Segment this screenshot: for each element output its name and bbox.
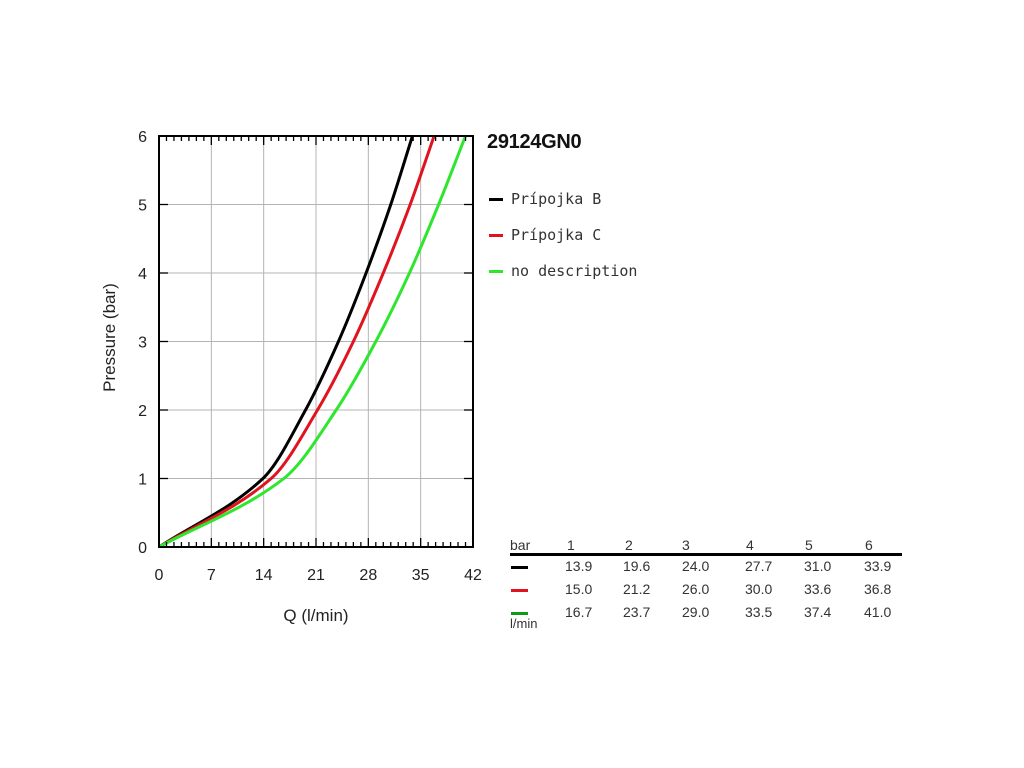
row-swatch <box>511 612 528 615</box>
legend-swatch <box>489 197 503 201</box>
x-tick-label: 35 <box>412 567 430 584</box>
flow-table: bar 1 2 3 4 5 6 13.9 19.6 24.0 27.7 31.0… <box>510 536 902 631</box>
table-cell: 33.5 <box>745 604 773 620</box>
x-tick-label: 42 <box>464 567 482 584</box>
chart-ticks <box>158 135 474 548</box>
table-row: 15.0 21.2 26.0 30.0 33.6 36.8 <box>510 579 902 602</box>
legend-item: Prípojka C <box>489 217 637 253</box>
legend-label: Prípojka B <box>511 190 602 208</box>
row-swatch <box>511 589 528 592</box>
table-unit-lmin: l/min <box>510 616 538 631</box>
legend-label: no description <box>511 262 638 280</box>
x-tick-label: 14 <box>255 567 273 584</box>
chart-tick-labels: 0 7 14 21 28 35 42 0 1 2 3 4 5 6 <box>138 129 482 584</box>
x-axis-label: Q (l/min) <box>283 606 348 625</box>
table-cell: 31.0 <box>804 558 832 574</box>
x-tick-label: 7 <box>207 567 216 584</box>
y-axis-label: Pressure (bar) <box>100 283 119 392</box>
table-row: 16.7 23.7 29.0 33.5 37.4 41.0 <box>510 602 902 625</box>
table-cell: 13.9 <box>565 558 593 574</box>
table-cell: 21.2 <box>623 581 651 597</box>
y-tick-label: 3 <box>138 335 147 352</box>
row-swatch <box>511 566 528 569</box>
table-cell: 24.0 <box>682 558 710 574</box>
table-cell: 16.7 <box>565 604 593 620</box>
table-unit-bar: bar <box>510 537 531 553</box>
table-cell: 37.4 <box>804 604 832 620</box>
series-line <box>159 136 436 547</box>
legend-swatch <box>489 233 503 237</box>
x-tick-label: 0 <box>155 567 164 584</box>
legend-swatch <box>489 269 503 273</box>
table-column-header: 5 <box>805 537 813 553</box>
y-tick-label: 2 <box>138 403 147 420</box>
y-tick-label: 6 <box>138 129 147 146</box>
chart-curves <box>159 136 467 547</box>
chart-grid <box>159 136 473 547</box>
table-cell: 27.7 <box>745 558 773 574</box>
series-line <box>159 136 467 547</box>
series-line <box>159 136 414 547</box>
legend-item: no description <box>489 253 637 289</box>
table-cell: 33.6 <box>804 581 832 597</box>
y-tick-label: 4 <box>138 266 147 283</box>
legend-label: Prípojka C <box>511 226 602 244</box>
legend-item: Prípojka B <box>489 181 637 217</box>
table-column-header: 1 <box>567 537 575 553</box>
x-tick-label: 28 <box>359 567 377 584</box>
table-cell: 41.0 <box>864 604 892 620</box>
y-tick-label: 0 <box>138 540 147 557</box>
table-cell: 30.0 <box>745 581 773 597</box>
legend: Prípojka B Prípojka C no description <box>489 181 637 289</box>
chart-title: 29124GN0 <box>487 131 582 153</box>
table-column-header: 6 <box>865 537 873 553</box>
table-column-header: 3 <box>682 537 690 553</box>
x-tick-label: 21 <box>307 567 325 584</box>
table-cell: 29.0 <box>682 604 710 620</box>
y-tick-label: 1 <box>138 472 147 489</box>
table-cell: 15.0 <box>565 581 593 597</box>
table-cell: 19.6 <box>623 558 651 574</box>
table-column-header: 2 <box>625 537 633 553</box>
table-header: bar 1 2 3 4 5 6 <box>510 536 902 556</box>
table-column-header: 4 <box>746 537 754 553</box>
table-cell: 26.0 <box>682 581 710 597</box>
table-cell: 36.8 <box>864 581 892 597</box>
table-row: 13.9 19.6 24.0 27.7 31.0 33.9 <box>510 556 902 579</box>
table-cell: 23.7 <box>623 604 651 620</box>
table-cell: 33.9 <box>864 558 892 574</box>
y-tick-label: 5 <box>138 198 147 215</box>
